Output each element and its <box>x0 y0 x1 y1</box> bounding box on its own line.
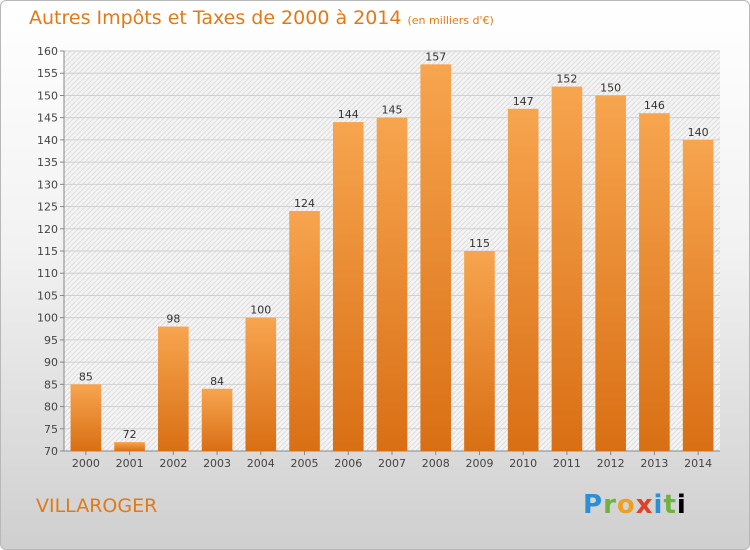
y-tick-label: 125 <box>37 201 58 214</box>
x-tick-label: 2002 <box>159 457 187 470</box>
proxiti-logo: Proxiti <box>583 490 687 520</box>
bar <box>682 139 714 451</box>
data-label: 72 <box>123 428 137 441</box>
y-tick-label: 160 <box>37 45 58 58</box>
y-tick-label: 100 <box>37 312 58 325</box>
bar <box>595 95 626 451</box>
data-label: 85 <box>79 370 93 383</box>
data-label: 152 <box>556 73 577 86</box>
x-tick-label: 2010 <box>509 457 537 470</box>
x-tick-label: 2012 <box>597 457 625 470</box>
bar <box>551 86 583 452</box>
bar <box>507 108 539 452</box>
x-tick-label: 2007 <box>378 457 406 470</box>
x-tick-label: 2000 <box>72 457 100 470</box>
x-tick-label: 2009 <box>465 457 493 470</box>
data-label: 146 <box>644 99 665 112</box>
x-tick-label: 2011 <box>553 457 581 470</box>
y-tick-label: 150 <box>37 89 58 102</box>
chart-title: Autres Impôts et Taxes de 2000 à 2014 (en… <box>29 7 494 29</box>
x-tick-label: 2008 <box>422 457 450 470</box>
data-label: 150 <box>600 81 621 94</box>
bar <box>639 113 670 451</box>
x-tick-label: 2005 <box>291 457 319 470</box>
x-tick-label: 2006 <box>334 457 362 470</box>
y-tick-label: 70 <box>44 445 58 458</box>
y-tick-label: 75 <box>44 423 58 436</box>
bar <box>114 442 145 451</box>
bar <box>464 251 495 451</box>
y-tick-label: 115 <box>37 245 58 258</box>
y-tick-label: 95 <box>44 334 58 347</box>
y-tick-label: 90 <box>44 356 58 369</box>
bar <box>245 317 277 451</box>
y-tick-label: 140 <box>37 134 58 147</box>
y-tick-label: 135 <box>37 156 58 169</box>
y-tick-label: 130 <box>37 178 58 191</box>
y-tick-label: 110 <box>37 267 58 280</box>
data-label: 124 <box>294 197 315 210</box>
x-tick-label: 2013 <box>640 457 668 470</box>
x-tick-label: 2014 <box>684 457 712 470</box>
bar <box>201 388 233 451</box>
data-label: 84 <box>210 375 224 388</box>
bar <box>420 64 452 452</box>
bar <box>289 211 320 451</box>
data-label: 115 <box>469 237 490 250</box>
y-tick-label: 85 <box>44 378 58 391</box>
y-tick-label: 80 <box>44 401 58 414</box>
data-label: 157 <box>425 50 446 63</box>
data-label: 100 <box>250 304 271 317</box>
data-label: 145 <box>382 104 403 117</box>
y-tick-label: 105 <box>37 289 58 302</box>
data-label: 147 <box>513 95 534 108</box>
data-label: 144 <box>338 108 359 121</box>
y-tick-label: 120 <box>37 223 58 236</box>
city-name: VILLAROGER <box>36 495 158 517</box>
x-tick-label: 2003 <box>203 457 231 470</box>
data-label: 140 <box>688 126 709 139</box>
data-label: 98 <box>166 313 180 326</box>
bar <box>332 122 364 451</box>
bar <box>158 326 189 451</box>
y-tick-label: 145 <box>37 112 58 125</box>
bar <box>70 384 102 451</box>
y-tick-label: 155 <box>37 67 58 80</box>
x-tick-label: 2001 <box>116 457 144 470</box>
x-tick-label: 2004 <box>247 457 275 470</box>
chart-unit: (en milliers d'€) <box>407 14 494 27</box>
bar <box>376 117 408 452</box>
